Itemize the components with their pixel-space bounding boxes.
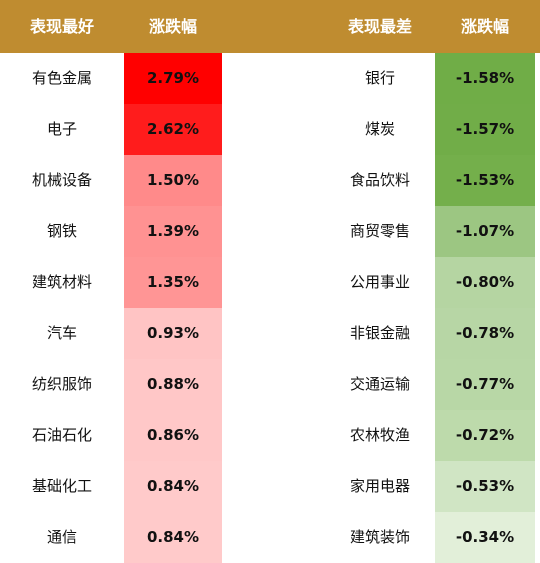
- best-change-cell: 2.79%: [124, 53, 222, 104]
- worst-change-cell: -0.72%: [435, 410, 535, 461]
- worst-industry-name: 家用电器: [349, 477, 410, 495]
- header-best-change: 涨跌幅: [148, 17, 197, 36]
- worst-change-cell: -0.34%: [435, 512, 535, 563]
- worst-change-cell: -0.78%: [435, 308, 535, 359]
- best-industry-name: 有色金属: [31, 69, 92, 87]
- best-change-cell: 2.62%: [124, 104, 222, 155]
- worst-industry-name: 食品饮料: [349, 171, 410, 189]
- worst-industry-name: 建筑装饰: [349, 528, 410, 546]
- worst-industry-name: 银行: [364, 69, 395, 87]
- worst-change-cell: -1.58%: [435, 53, 535, 104]
- best-industry-name: 通信: [46, 528, 77, 546]
- header-worst-change: 涨跌幅: [460, 17, 509, 36]
- best-change-cell: 0.84%: [124, 461, 222, 512]
- best-industry-name: 石油石化: [31, 426, 92, 444]
- best-change-cell: 0.93%: [124, 308, 222, 359]
- worst-change-cell: -0.80%: [435, 257, 535, 308]
- worst-industry-name: 煤炭: [364, 120, 395, 138]
- best-change-cell: 1.39%: [124, 206, 222, 257]
- worst-industry-name: 商贸零售: [349, 222, 410, 240]
- worst-change-cell: -1.57%: [435, 104, 535, 155]
- worst-industry-name: 交通运输: [349, 375, 410, 393]
- best-industry-name: 电子: [46, 120, 77, 138]
- best-change-cell: 0.88%: [124, 359, 222, 410]
- worst-change-cell: -1.53%: [435, 155, 535, 206]
- best-industry-name: 基础化工: [31, 477, 92, 495]
- worst-change-cell: -1.07%: [435, 206, 535, 257]
- worst-industry-name: 农林牧渔: [349, 426, 410, 444]
- table-header: 表现最好 涨跌幅 表现最差 涨跌幅: [0, 0, 540, 53]
- best-change-cell: 0.86%: [124, 410, 222, 461]
- best-change-cell: 1.50%: [124, 155, 222, 206]
- best-industry-name: 纺织服饰: [31, 375, 92, 393]
- header-worst: 表现最差: [347, 17, 412, 36]
- best-industry-name: 汽车: [46, 324, 77, 342]
- best-change-cell: 0.84%: [124, 512, 222, 563]
- header-best: 表现最好: [29, 17, 94, 36]
- worst-change-cell: -0.53%: [435, 461, 535, 512]
- best-industry-name: 钢铁: [46, 222, 77, 240]
- worst-industry-name: 非银金融: [349, 324, 410, 342]
- best-change-cell: 1.35%: [124, 257, 222, 308]
- worst-change-cell: -0.77%: [435, 359, 535, 410]
- worst-industry-name: 公用事业: [349, 273, 410, 291]
- best-industry-name: 机械设备: [31, 171, 92, 189]
- best-industry-name: 建筑材料: [31, 273, 92, 291]
